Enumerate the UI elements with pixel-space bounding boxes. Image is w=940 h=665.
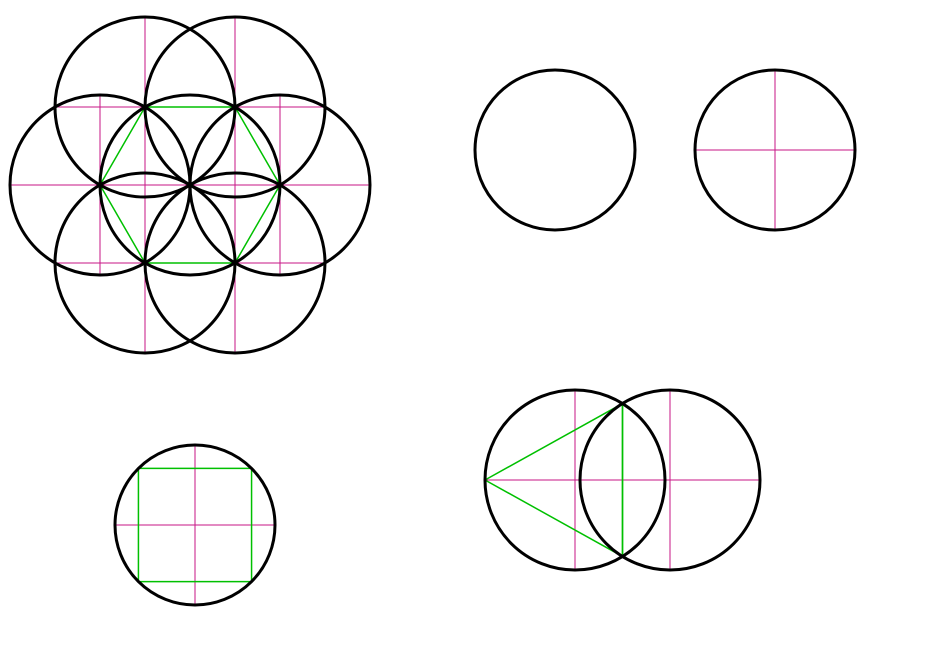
crosshair-circle: [695, 70, 855, 230]
single-circle-outline: [475, 70, 635, 230]
geometry-diagram: [0, 0, 940, 665]
single-circle: [475, 70, 635, 230]
vesica-piscis: [485, 390, 760, 570]
seed-of-life: [10, 17, 370, 353]
inscribed-square-circle: [115, 445, 275, 605]
